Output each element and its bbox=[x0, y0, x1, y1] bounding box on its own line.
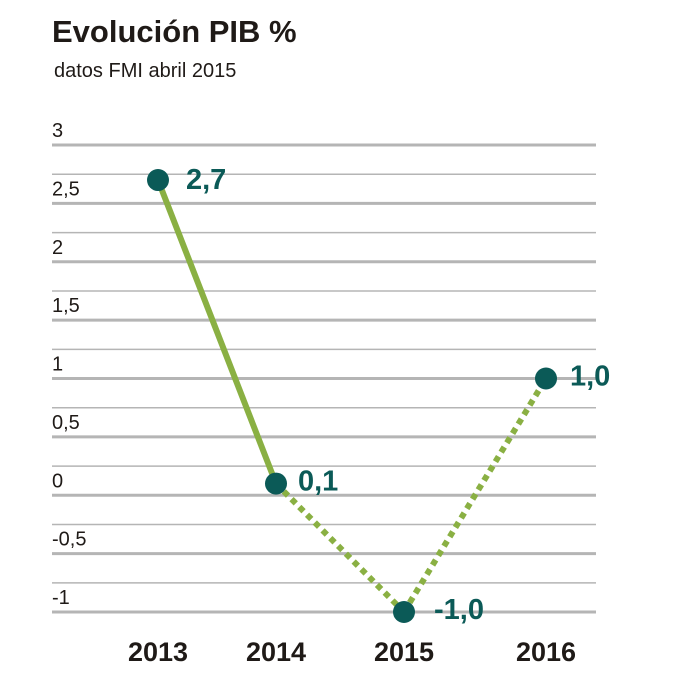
x-axis-labels: 2013 2014 2015 2016 bbox=[128, 637, 576, 667]
projected-segment bbox=[273, 481, 407, 615]
y-tick-label: -1 bbox=[52, 587, 70, 609]
data-label: 1,0 bbox=[570, 361, 610, 393]
y-axis-labels: 3 2,5 2 1,5 1 0,5 0 -0,5 -1 bbox=[52, 120, 86, 609]
data-point bbox=[147, 169, 169, 192]
y-tick-label: 3 bbox=[52, 120, 63, 142]
y-tick-label: 0 bbox=[52, 470, 63, 492]
actual-segment bbox=[155, 178, 279, 485]
projected-segment bbox=[401, 376, 549, 614]
chart-title: Evolución PIB % bbox=[52, 14, 297, 49]
data-point bbox=[393, 601, 415, 623]
y-tick-label: 2,5 bbox=[52, 178, 80, 200]
data-label: 2,7 bbox=[186, 164, 226, 196]
y-tick-label: -0,5 bbox=[52, 529, 86, 551]
value-labels: 2,7 0,1 -1,0 1,0 bbox=[186, 164, 610, 626]
data-label: 0,1 bbox=[298, 466, 338, 498]
x-tick-label: 2013 bbox=[128, 637, 188, 667]
series-lines bbox=[155, 178, 549, 615]
y-tick-label: 2 bbox=[52, 237, 63, 259]
data-point bbox=[265, 472, 287, 495]
data-label: -1,0 bbox=[434, 594, 484, 626]
chart-subtitle: datos FMI abril 2015 bbox=[54, 60, 237, 82]
y-tick-label: 0,5 bbox=[52, 412, 80, 434]
y-tick-label: 1,5 bbox=[52, 295, 80, 317]
series-points bbox=[147, 169, 557, 623]
gridlines bbox=[52, 143, 596, 614]
x-tick-label: 2015 bbox=[374, 637, 434, 667]
y-tick-label: 1 bbox=[52, 354, 63, 376]
x-tick-label: 2014 bbox=[246, 637, 306, 667]
data-point bbox=[535, 367, 557, 390]
x-tick-label: 2016 bbox=[516, 637, 576, 667]
